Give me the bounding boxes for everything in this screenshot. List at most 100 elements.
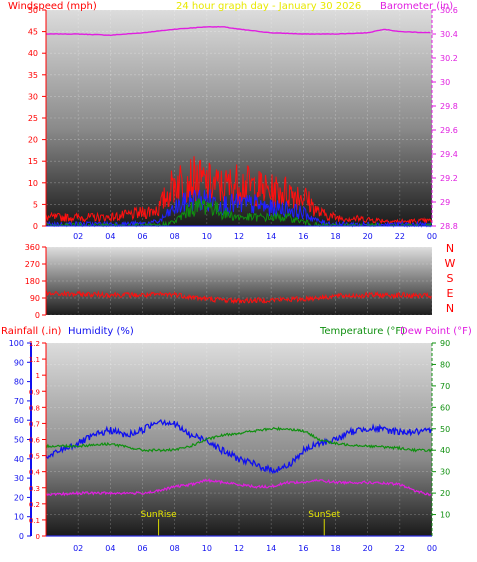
barometer-tick-label: 29.2 bbox=[440, 174, 458, 183]
temperature-axis-title: Temperature (°F) bbox=[319, 326, 405, 337]
dewpoint-axis-title: Dew Point (°F) bbox=[400, 326, 472, 337]
wind-tick-label: 0 bbox=[33, 222, 38, 231]
barometer-tick-label: 29.8 bbox=[440, 102, 458, 111]
wind-x-tick-label: 16 bbox=[298, 232, 308, 241]
wind-x-tick-label: 22 bbox=[395, 232, 405, 241]
rain-tick-label: 0.7 bbox=[29, 420, 40, 428]
direction-tick-label: 270 bbox=[25, 260, 40, 269]
rainfall-axis-title: Rainfall (.in) bbox=[1, 326, 62, 337]
direction-letter-n: N bbox=[446, 242, 454, 255]
wind-x-tick-label: 06 bbox=[137, 232, 147, 241]
temp-tick-label: 10 bbox=[440, 511, 450, 520]
humidity-tick-label: 0 bbox=[19, 532, 24, 541]
windspeed-axis-title: Windspeed (mph) bbox=[8, 1, 97, 12]
humidity-tick-label: 80 bbox=[14, 378, 24, 387]
hum-x-tick-label: 04 bbox=[105, 544, 115, 553]
direction-letter-e: E bbox=[447, 287, 454, 300]
wind-x-tick-label: 08 bbox=[170, 232, 180, 241]
rain-tick-label: 0.6 bbox=[29, 437, 41, 445]
humidity-tick-label: 100 bbox=[9, 339, 24, 348]
graph-title: 24 hour graph day - January 30 2026 bbox=[176, 1, 361, 12]
hum-x-tick-label: 18 bbox=[330, 544, 340, 553]
humidity-tick-label: 50 bbox=[14, 436, 24, 445]
humidity-tick-label: 40 bbox=[14, 455, 24, 464]
barometer-tick-label: 30.6 bbox=[440, 6, 458, 15]
wind-tick-label: 25 bbox=[28, 114, 38, 123]
barometer-tick-label: 30.2 bbox=[440, 54, 458, 63]
barometer-tick-label: 28.8 bbox=[440, 222, 458, 231]
rain-tick-label: 0.8 bbox=[29, 404, 40, 412]
rain-tick-label: 1.1 bbox=[29, 356, 40, 364]
humidity-tick-label: 30 bbox=[14, 474, 24, 483]
hum-x-tick-label: 10 bbox=[202, 544, 212, 553]
wind-tick-label: 10 bbox=[28, 179, 38, 188]
wind-x-tick-label: 18 bbox=[330, 232, 340, 241]
temp-tick-label: 90 bbox=[440, 339, 450, 348]
rain-tick-label: 0 bbox=[36, 533, 40, 541]
temp-tick-label: 30 bbox=[440, 468, 450, 477]
hum-x-tick-label: 00 bbox=[427, 544, 437, 553]
hum-x-tick-label: 16 bbox=[298, 544, 308, 553]
wind-tick-label: 50 bbox=[28, 6, 38, 15]
barometer-tick-label: 29.6 bbox=[440, 126, 458, 135]
rain-tick-label: 0.4 bbox=[29, 469, 41, 477]
rain-tick-label: 0.5 bbox=[29, 453, 40, 461]
hum-x-tick-label: 22 bbox=[395, 544, 405, 553]
temp-tick-label: 60 bbox=[440, 403, 450, 412]
wind-tick-label: 35 bbox=[28, 71, 38, 80]
rain-tick-label: 1 bbox=[36, 372, 40, 380]
rain-tick-label: 0.3 bbox=[29, 485, 40, 493]
humidity-tick-label: 90 bbox=[14, 358, 24, 367]
humidity-tick-label: 10 bbox=[14, 513, 24, 522]
wind-x-tick-label: 10 bbox=[202, 232, 212, 241]
barometer-tick-label: 29.4 bbox=[440, 150, 458, 159]
wind-tick-label: 40 bbox=[28, 49, 38, 58]
wind-tick-label: 15 bbox=[28, 157, 38, 166]
sun-marker-label: SunSet bbox=[308, 510, 340, 520]
temp-tick-label: 40 bbox=[440, 446, 450, 455]
wind-x-tick-label: 20 bbox=[363, 232, 373, 241]
hum-x-tick-label: 06 bbox=[137, 544, 147, 553]
wind-x-tick-label: 00 bbox=[427, 232, 437, 241]
rain-tick-label: 0.2 bbox=[29, 501, 40, 509]
rain-tick-label: 1.2 bbox=[29, 340, 40, 348]
hum-series-line-0 bbox=[45, 419, 433, 475]
barometer-axis-title: Barometer (in) bbox=[380, 1, 453, 12]
wind-series-line-0 bbox=[45, 25, 431, 37]
direction-letter-s: S bbox=[447, 272, 454, 285]
humidity-tick-label: 70 bbox=[14, 397, 24, 406]
temp-tick-label: 80 bbox=[440, 360, 450, 369]
temp-tick-label: 20 bbox=[440, 489, 450, 498]
hum-x-tick-label: 12 bbox=[234, 544, 244, 553]
hum-series-line-1 bbox=[45, 426, 433, 453]
wind-x-tick-label: 14 bbox=[266, 232, 276, 241]
direction-series-line bbox=[45, 289, 432, 305]
humidity-tick-label: 60 bbox=[14, 416, 24, 425]
wind-tick-label: 45 bbox=[28, 28, 38, 37]
rain-tick-label: 0.1 bbox=[29, 517, 40, 525]
wind-tick-label: 30 bbox=[28, 92, 38, 101]
hum-x-tick-label: 14 bbox=[266, 544, 276, 553]
wind-series-line-1 bbox=[45, 156, 432, 226]
direction-tick-label: 180 bbox=[25, 277, 40, 286]
wind-x-tick-label: 04 bbox=[105, 232, 115, 241]
direction-letter-n: N bbox=[446, 302, 454, 315]
humidity-temp-plot-area bbox=[46, 343, 432, 536]
sun-marker-label: SunRise bbox=[141, 510, 178, 520]
direction-tick-label: 90 bbox=[30, 294, 40, 303]
barometer-tick-label: 30 bbox=[440, 78, 450, 87]
barometer-tick-label: 29 bbox=[440, 198, 450, 207]
wind-x-tick-label: 12 bbox=[234, 232, 244, 241]
direction-letter-w: W bbox=[445, 257, 456, 270]
barometer-tick-label: 30.4 bbox=[440, 30, 458, 39]
direction-tick-label: 360 bbox=[25, 243, 40, 252]
rain-tick-label: 0.9 bbox=[29, 388, 40, 396]
hum-x-tick-label: 08 bbox=[170, 544, 180, 553]
wind-x-tick-label: 02 bbox=[73, 232, 83, 241]
hum-x-tick-label: 02 bbox=[73, 544, 83, 553]
wind-tick-label: 20 bbox=[28, 136, 38, 145]
direction-plot-area bbox=[46, 247, 432, 315]
humidity-tick-label: 20 bbox=[14, 493, 24, 502]
wind-tick-label: 5 bbox=[33, 200, 38, 209]
